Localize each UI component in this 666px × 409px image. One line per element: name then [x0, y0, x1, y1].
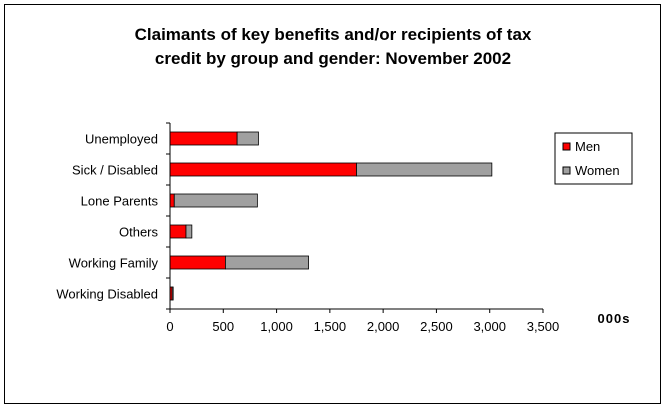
bar-working-disabled-women: [171, 286, 174, 301]
bars-group: [169, 131, 493, 301]
legend-label-men: Men: [575, 139, 600, 154]
category-label-working-family: Working Family: [69, 256, 159, 271]
x-axis-unit-label: 000s: [598, 311, 631, 326]
bar-others-women: [185, 224, 193, 239]
bar-sick-disabled-women: [356, 162, 493, 177]
bar-working-family-women: [225, 255, 309, 270]
legend: Men Women: [554, 132, 633, 185]
category-label-lone-parents: Lone Parents: [81, 194, 159, 209]
legend-swatch-men: [562, 142, 571, 151]
bar-lone-parents-men: [169, 193, 175, 208]
legend-label-women: Women: [575, 163, 620, 178]
x-tick-label: 3,000: [473, 319, 506, 334]
x-tick-label: 2,500: [420, 319, 453, 334]
chart-title-line-1: Claimants of key benefits and/or recipie…: [135, 25, 532, 44]
x-tick-label: 0: [166, 319, 173, 334]
bar-others-men: [169, 224, 187, 239]
chart-title-line-2: credit by group and gender: November 200…: [155, 49, 511, 68]
bar-working-family-men: [169, 255, 226, 270]
bar-lone-parents-women: [173, 193, 258, 208]
category-label-sick-disabled: Sick / Disabled: [72, 163, 158, 178]
category-label-unemployed: Unemployed: [85, 132, 158, 147]
category-label-working-disabled: Working Disabled: [56, 287, 158, 302]
x-tick-label: 2,000: [367, 319, 400, 334]
bar-unemployed-men: [169, 131, 238, 146]
legend-box: [554, 132, 633, 185]
legend-swatch-women: [562, 166, 571, 175]
x-tick-label: 1,000: [260, 319, 293, 334]
bar-sick-disabled-men: [169, 162, 357, 177]
bar-unemployed-women: [236, 131, 259, 146]
chart-area: [4, 4, 661, 404]
category-label-others: Others: [119, 225, 159, 240]
category-labels: Unemployed Sick / Disabled Lone Parents Oth…: [56, 132, 158, 302]
x-tick-label: 3,500: [527, 319, 560, 334]
x-tick-label: 500: [212, 319, 234, 334]
x-tick-label: 1,500: [314, 319, 347, 334]
x-axis: 0 500 1,000 1,500 2,000 2,500 3,000 3,500: [166, 122, 560, 334]
